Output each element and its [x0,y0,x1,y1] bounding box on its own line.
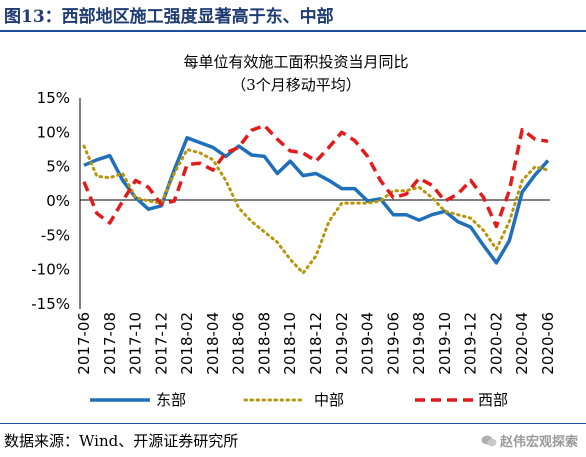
x-tick-label: 2018-06 [230,312,248,375]
legend-west-label: 西部 [478,391,508,409]
series-layer [82,123,550,275]
x-tick-label: 2020-02 [487,312,505,375]
x-tick-label: 2019-04 [359,312,377,375]
chart-subtitle: （3个月移动平均） [231,76,361,94]
x-tick-label: 2020-06 [539,312,557,375]
watermark: 赵伟宏观探索 [481,431,578,450]
watermark-text: 赵伟宏观探索 [499,435,578,450]
legend-east-label: 东部 [156,391,186,409]
y-tick-label: 0% [46,192,70,210]
y-tick-labels: 15% 10% 5% 0% -5% -10% -15% [31,89,70,313]
footer-rule [0,423,586,424]
y-tick-label: -15% [31,295,70,313]
y-tick-label: 15% [37,89,70,107]
legend-central-label: 中部 [314,391,344,409]
x-tick-label: 2018-04 [204,312,222,375]
legend: 东部 中部 西部 [90,391,508,409]
x-tick-label: 2018-08 [255,312,273,375]
x-tick-label: 2017-12 [152,312,170,375]
y-tick-label: -10% [31,261,70,279]
x-tick-label: 2018-10 [281,312,299,375]
x-tick-label: 2019-06 [384,312,402,375]
chart-title: 每单位有效施工面积投资当月同比 [183,53,408,71]
x-tick-label: 2017-10 [127,312,145,375]
y-tick-label: 10% [37,123,70,141]
y-tick-label: 5% [46,158,70,176]
y-tick-label: -5% [41,226,70,244]
x-tick-label: 2019-08 [410,312,428,375]
x-tick-labels: 2017-06 2017-08 2017-10 2017-12 2018-02 2018-… [75,312,557,375]
source-note: 数据来源：Wind、开源证券研究所 [4,432,239,450]
title-rule [0,30,586,32]
figure-title: 图13：西部地区施工强度显著高于东、中部 [4,7,334,27]
x-tick-label: 2017-08 [101,312,119,375]
x-tick-label: 2017-06 [75,312,93,375]
x-tick-label: 2018-02 [178,312,196,375]
series-line-west [82,123,549,229]
x-tick-label: 2020-04 [513,312,531,375]
wechat-icon [481,435,497,447]
line-chart: 每单位有效施工面积投资当月同比 （3个月移动平均） 15% 10% 5% 0% -5% -… [31,53,557,409]
x-tick-label: 2019-10 [436,312,454,375]
x-tick-label: 2019-12 [462,312,480,375]
x-tick-label: 2018-12 [307,312,325,375]
x-tick-label: 2019-02 [333,312,351,375]
